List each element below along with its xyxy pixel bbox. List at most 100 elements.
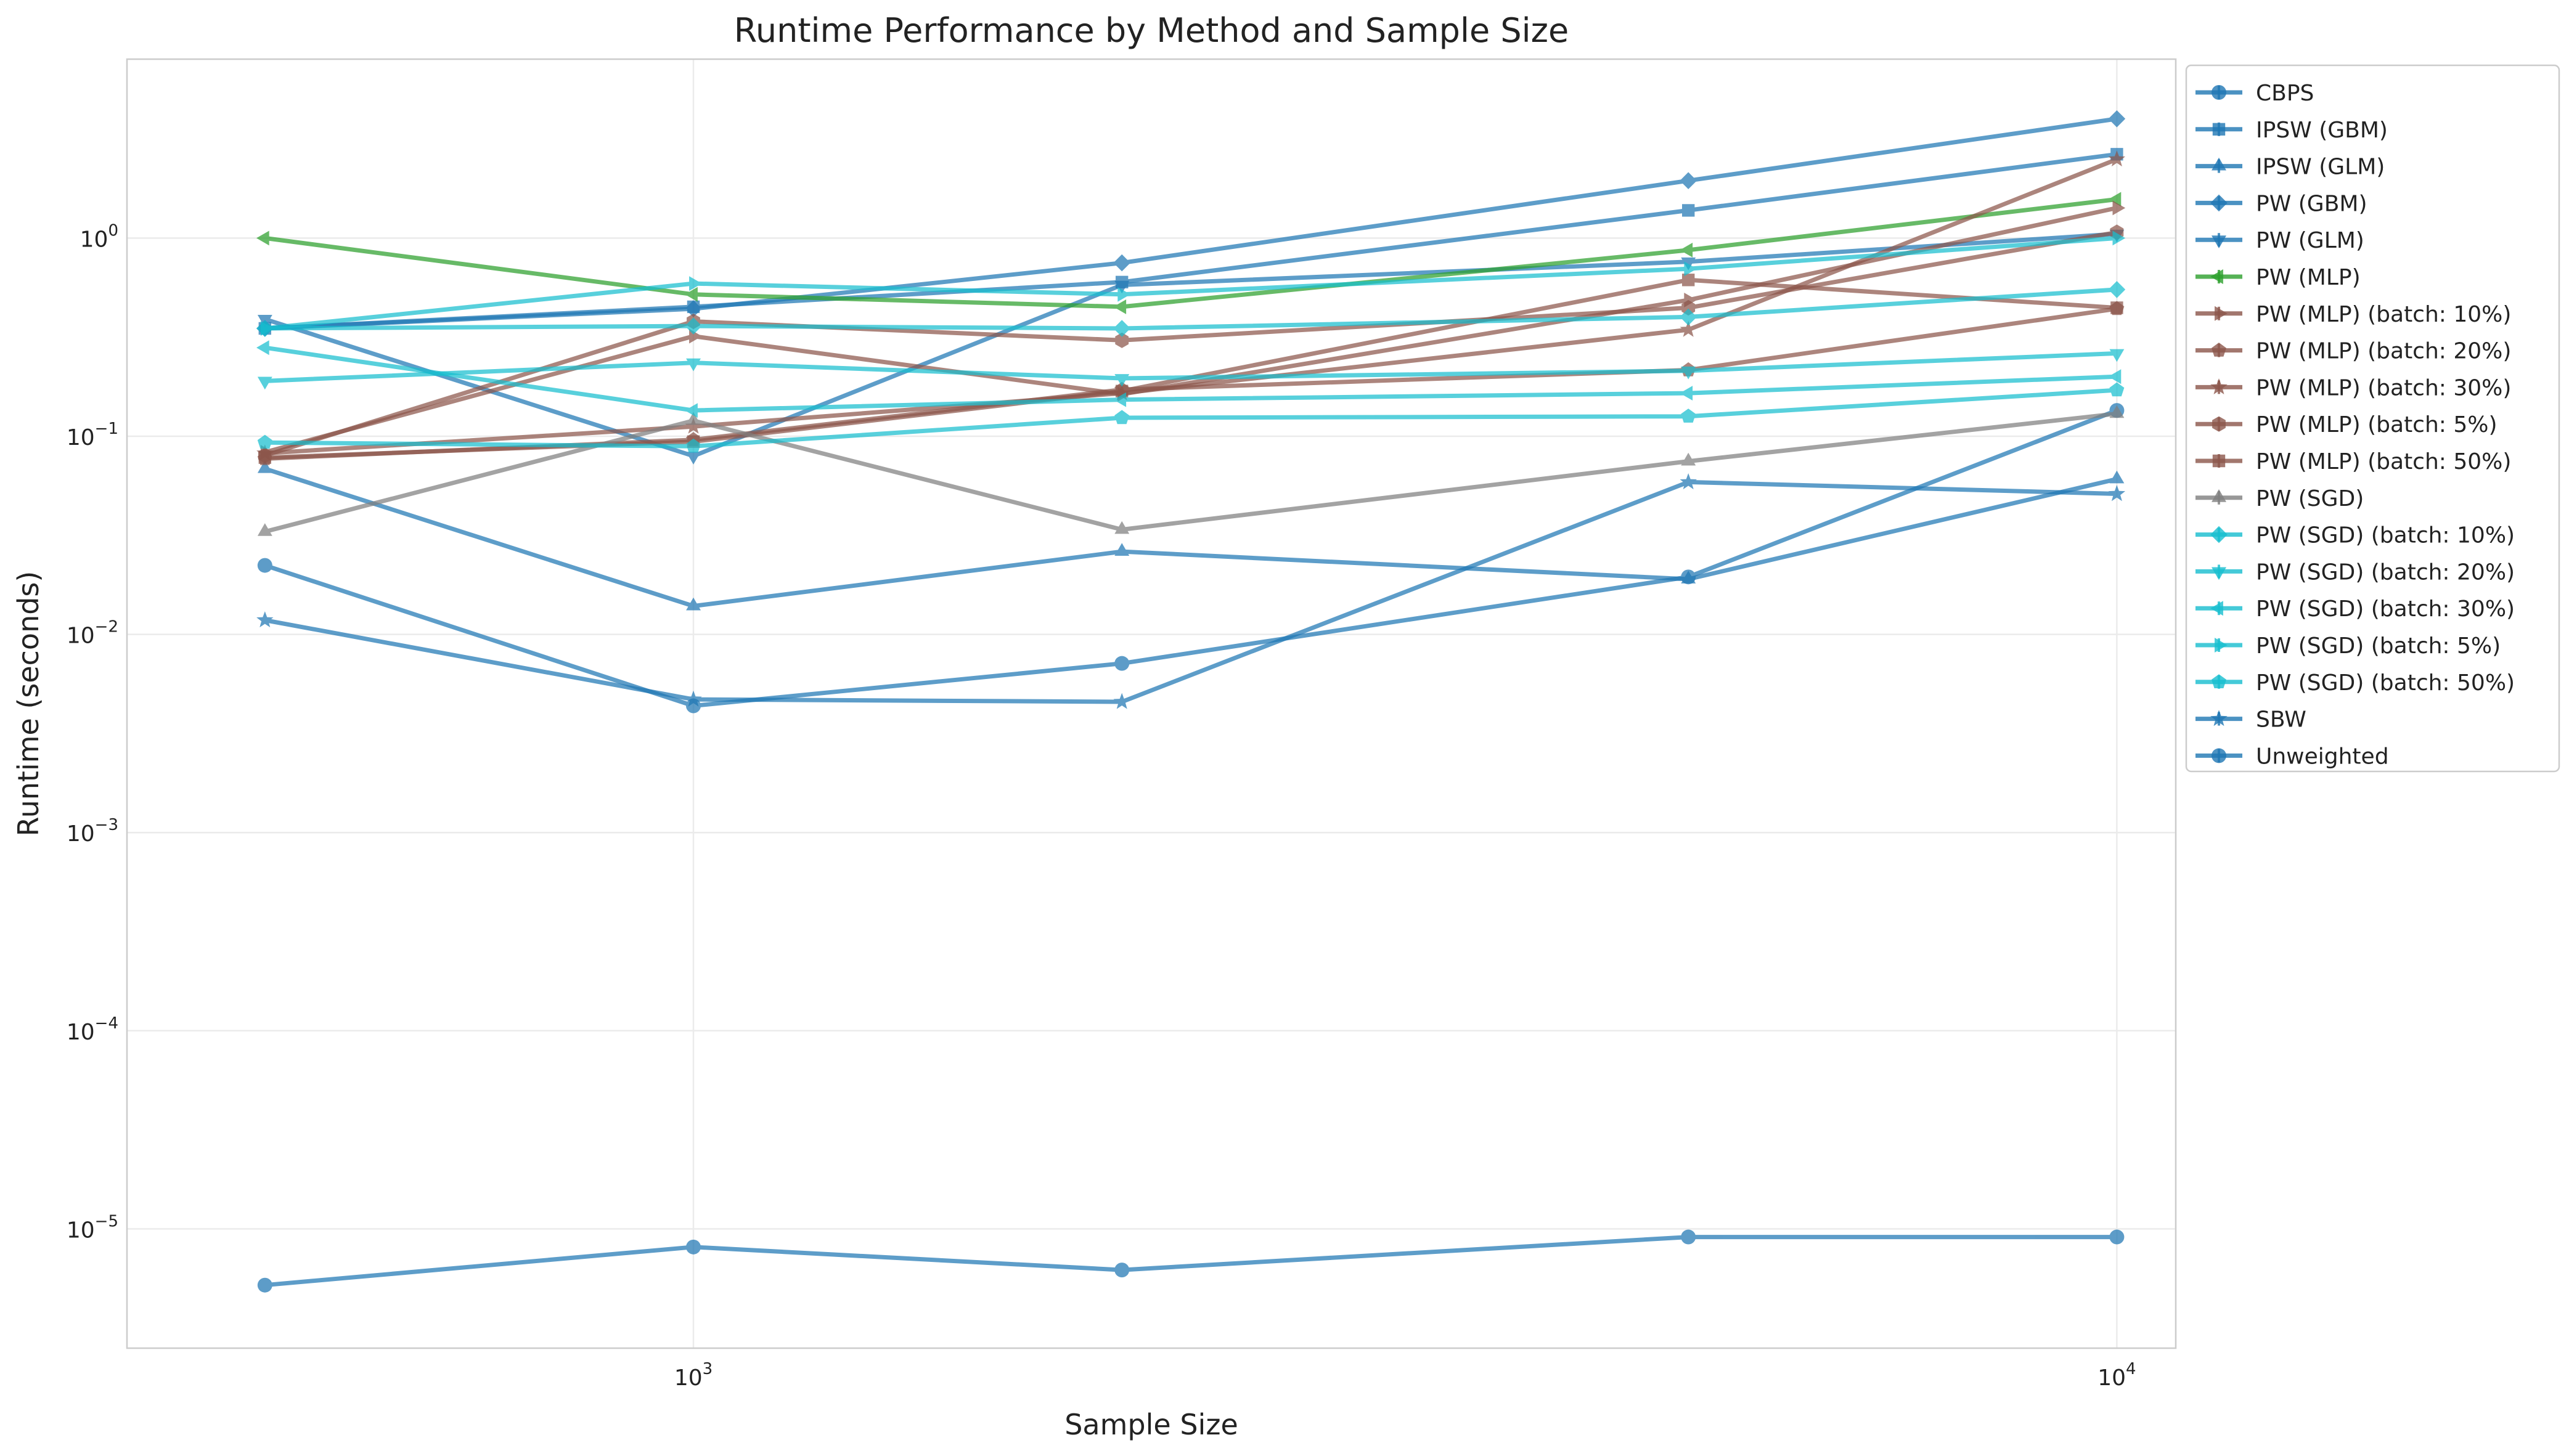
series-sbw [256, 473, 2126, 709]
data-point [257, 558, 272, 573]
data-point [1681, 409, 1696, 423]
legend-label: Unweighted [2256, 744, 2389, 769]
series-pw-sgd-batch-30 [256, 340, 2122, 418]
data-point [257, 1277, 272, 1293]
data-point [257, 434, 272, 449]
data-point [1114, 543, 1130, 556]
legend-label: PW (SGD) (batch: 30%) [2256, 596, 2515, 622]
legend-label: IPSW (GBM) [2256, 118, 2388, 143]
data-point [1682, 204, 1695, 217]
data-point [2109, 382, 2125, 397]
legend-label: PW (MLP) (batch: 5%) [2256, 412, 2498, 437]
data-point [686, 358, 701, 372]
legend-item: PW (SGD) (batch: 20%) [2195, 559, 2515, 585]
legend-item: PW (GBM) [2195, 191, 2367, 216]
legend-label: PW (MLP) (batch: 20%) [2256, 339, 2511, 364]
legend-item: PW (MLP) (batch: 20%) [2195, 339, 2511, 364]
y-tick-label: 10−1 [67, 420, 118, 450]
legend-label: PW (GLM) [2256, 228, 2364, 253]
data-point [1684, 261, 1697, 277]
data-point [2109, 349, 2125, 362]
legend-item: PW (MLP) [2195, 265, 2361, 290]
legend-label: PW (MLP) (batch: 50%) [2256, 449, 2511, 474]
legend-item: IPSW (GBM) [2195, 118, 2388, 143]
data-point [1681, 1229, 1696, 1245]
legend-marker [2212, 454, 2226, 468]
legend-marker [2212, 748, 2226, 763]
data-point [1681, 366, 1696, 380]
legend-marker [2212, 235, 2226, 248]
data-point [257, 523, 272, 536]
x-tick-label: 104 [2097, 1360, 2136, 1391]
legend-item: PW (SGD) [2195, 486, 2364, 511]
data-point [685, 300, 702, 317]
legend-marker [2212, 674, 2226, 688]
legend-marker [2212, 567, 2226, 580]
legend-label: PW (SGD) (batch: 10%) [2256, 523, 2515, 548]
grid-lines [127, 59, 2176, 1348]
legend-marker [2212, 157, 2226, 171]
data-point [2109, 1229, 2125, 1245]
data-point [1680, 172, 1697, 189]
data-point [1681, 571, 1696, 584]
legend-item: SBW [2195, 707, 2306, 733]
data-point [1680, 386, 1693, 401]
data-point [685, 287, 698, 302]
data-point [257, 376, 272, 390]
y-tick-label: 10−5 [67, 1212, 118, 1243]
data-point [1114, 374, 1130, 387]
y-axis: 10−5 10−4 10−3 10−2 10−1 100 [67, 221, 118, 1243]
legend-label: PW (SGD) (batch: 50%) [2256, 670, 2515, 696]
x-axis-label: Sample Size [1064, 1408, 1238, 1441]
legend-label: PW (MLP) [2256, 265, 2361, 290]
legend-label: PW (GBM) [2256, 191, 2367, 216]
data-point [256, 611, 274, 628]
legend-marker [2212, 489, 2226, 502]
legend-item: PW (SGD) (batch: 50%) [2195, 670, 2515, 696]
series-pw-sgd-batch-20 [257, 349, 2125, 390]
data-point [1114, 521, 1130, 534]
data-point [685, 417, 702, 434]
legend-item: PW (MLP) (batch: 30%) [2195, 375, 2511, 401]
data-point [2108, 192, 2122, 207]
data-point [1682, 274, 1695, 287]
legend-marker [2212, 416, 2226, 432]
data-point [256, 230, 269, 246]
data-point [1114, 1263, 1130, 1278]
plot-series [256, 110, 2126, 1293]
data-point [2108, 485, 2126, 502]
data-point [1114, 410, 1130, 425]
data-point [2108, 281, 2126, 298]
legend-label: PW (SGD) [2256, 486, 2364, 511]
legend-marker [2210, 601, 2223, 616]
legend-label: PW (SGD) (batch: 20%) [2256, 559, 2515, 585]
data-point [2112, 230, 2126, 246]
data-point [1680, 242, 1693, 258]
legend-marker [2210, 526, 2228, 543]
x-axis: 103 104 [674, 1360, 2136, 1391]
legend-marker [2212, 343, 2226, 357]
data-point [1113, 299, 1127, 314]
legend-item: PW (MLP) (batch: 10%) [2195, 302, 2511, 327]
data-point [2108, 150, 2126, 167]
data-point [1113, 693, 1130, 709]
data-point [1681, 257, 1696, 270]
data-point [686, 438, 701, 453]
data-point [2110, 301, 2123, 314]
data-point [686, 1239, 701, 1255]
plot-frame [126, 58, 2177, 1349]
data-point [1681, 299, 1696, 316]
y-tick-label: 100 [80, 221, 118, 252]
data-point [689, 276, 702, 291]
data-point [2108, 110, 2126, 128]
legend-item: PW (SGD) (batch: 10%) [2195, 523, 2515, 548]
legend: CBPS IPSW (GBM) IPSW (GLM) PW (GBM) PW (GLM)… [2185, 64, 2560, 773]
data-point [1680, 320, 1697, 337]
legend-label: PW (MLP) (batch: 30%) [2256, 375, 2511, 401]
data-point [2109, 470, 2125, 484]
series-ipsw-glm [257, 460, 2125, 611]
legend-marker [2210, 378, 2228, 394]
legend-label: IPSW (GLM) [2256, 155, 2385, 180]
data-point [2112, 200, 2126, 216]
